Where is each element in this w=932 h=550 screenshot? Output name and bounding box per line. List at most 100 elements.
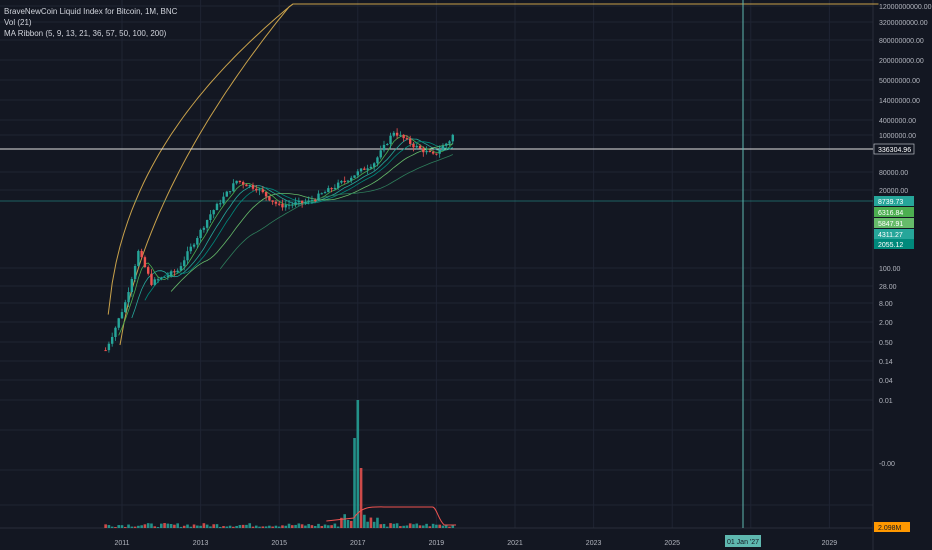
candle (255, 188, 258, 191)
candle (232, 183, 235, 192)
candle (409, 138, 412, 144)
cursor-date-box (725, 535, 761, 547)
candle (284, 205, 287, 208)
price-label-box (874, 229, 914, 239)
x-tick-label: 2011 (114, 540, 129, 547)
candle (192, 244, 196, 247)
candle (127, 292, 130, 303)
price-label-box (874, 239, 914, 249)
volume-bar (376, 517, 379, 528)
candle (402, 134, 405, 139)
volume-bars (104, 400, 457, 528)
volume-bar (366, 521, 369, 528)
volume-bar (189, 526, 193, 528)
volume-label-box (874, 522, 910, 532)
volume-bar (251, 526, 255, 528)
candle (209, 214, 212, 221)
volume-bar (235, 525, 238, 528)
price-label: 5847.91 (878, 221, 903, 228)
volume-bar (274, 525, 278, 528)
price-label: 4311.27 (878, 232, 903, 239)
candle (330, 188, 333, 190)
volume-bar (277, 526, 281, 528)
volume-bar (313, 525, 317, 528)
volume-bar (372, 521, 376, 528)
candle (104, 350, 107, 352)
candle (156, 279, 160, 281)
ma-line (144, 141, 453, 301)
candle (369, 166, 373, 169)
y-tick-label: 50000000.00 (879, 78, 920, 85)
y-tick-label: 2.00 (879, 320, 893, 327)
volume-bar (438, 524, 441, 528)
candle (428, 150, 432, 153)
candles (104, 128, 454, 353)
candle (297, 200, 301, 203)
price-axis: 12000000000.00 3200000000.00 800000000.00 2… (873, 4, 932, 532)
volume-bar (232, 526, 235, 528)
candle (363, 168, 366, 170)
volume-bar (163, 523, 166, 528)
candle (238, 180, 242, 183)
volume-bar (294, 524, 297, 528)
volume-bar (340, 517, 343, 528)
volume-bar (300, 524, 304, 528)
volume-bar (202, 523, 206, 528)
candle (137, 250, 140, 267)
volume-bar (317, 523, 320, 528)
price-label: 336304.96 (878, 147, 911, 154)
cursor-date-label: 01 Jan '27 (727, 539, 759, 546)
candle (189, 246, 192, 252)
volume-bar (218, 526, 222, 528)
candle (366, 168, 369, 170)
candle (183, 260, 186, 267)
candle (278, 203, 281, 205)
ma-ribbon (118, 134, 454, 336)
volume-bar (123, 526, 127, 528)
x-tick-label: 2025 (664, 540, 680, 547)
candle (258, 189, 261, 191)
candle (215, 203, 219, 211)
ma-ribbon-study-label[interactable]: MA Ribbon (5, 9, 13, 21, 36, 57, 50, 100… (4, 29, 167, 38)
candle (140, 250, 143, 258)
candle (376, 157, 379, 164)
volume-bar (385, 526, 389, 528)
volume-bar (160, 523, 163, 528)
candle (386, 144, 389, 146)
volume-bar (353, 438, 356, 528)
volume-bar (323, 524, 327, 528)
x-tick-label: 2013 (193, 540, 209, 547)
volume-bar (179, 526, 183, 528)
candle (274, 201, 278, 204)
volume-bar (408, 523, 412, 528)
y-tick-label: 0.50 (879, 340, 893, 347)
symbol-title[interactable]: BraveNewCoin Liquid Index for Bitcoin, 1… (4, 7, 178, 16)
candle (219, 203, 222, 205)
volume-bar (415, 523, 419, 528)
candle (120, 312, 124, 319)
volume-bar (258, 526, 261, 528)
volume-bar (146, 523, 150, 528)
candle (241, 182, 245, 185)
candle (350, 177, 353, 181)
candle (271, 200, 274, 202)
volume-bar (422, 525, 425, 528)
volume-bar (284, 525, 288, 528)
candle (117, 318, 120, 328)
candle (235, 180, 238, 184)
candle (268, 196, 271, 201)
candle (114, 327, 117, 337)
candle (228, 191, 232, 193)
volume-bar (110, 526, 114, 528)
candle (435, 153, 438, 155)
volume-study-label[interactable]: Vol (21) (4, 18, 32, 27)
volume-bar (245, 524, 248, 528)
price-label: 8739.73 (878, 199, 903, 206)
volume-bar (114, 526, 117, 528)
y-tick-label: 800000000.00 (879, 38, 924, 45)
candle (261, 189, 265, 193)
candle (281, 203, 284, 208)
candle (415, 145, 418, 148)
